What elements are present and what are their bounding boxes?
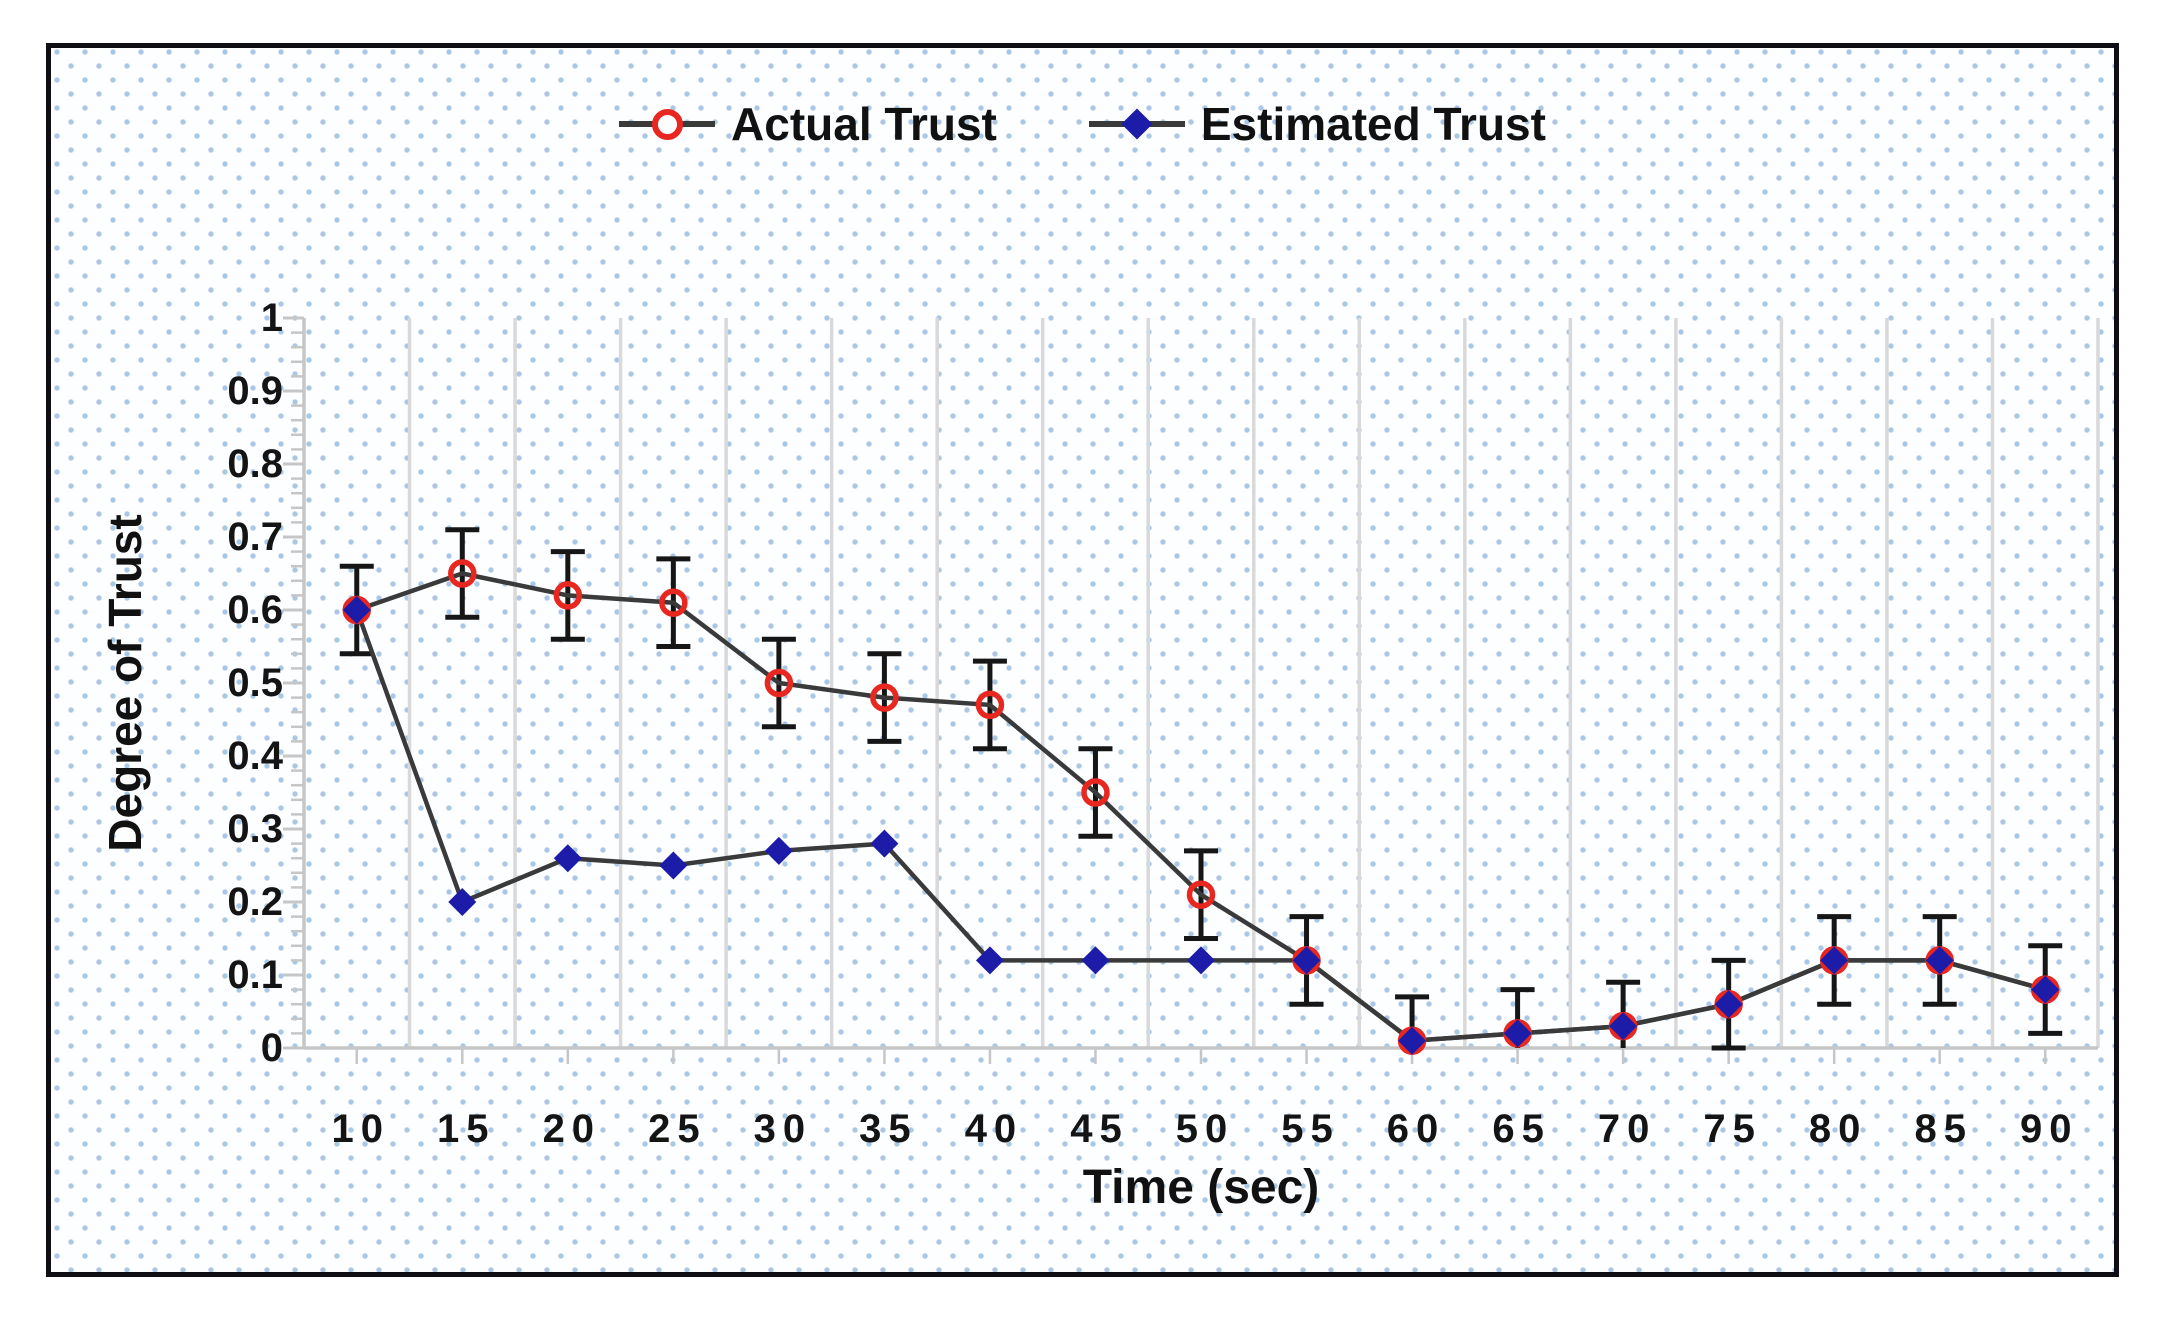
x-tick-label: 35 (859, 1107, 918, 1151)
estimated-trust-point (553, 844, 582, 873)
actual-trust-point (764, 668, 794, 698)
x-tick-label: 15 (437, 1107, 496, 1151)
x-tick-label: 55 (1281, 1107, 1340, 1151)
x-axis-title: Time (sec) (1082, 1161, 1320, 1214)
series-line-1 (354, 609, 2046, 1044)
y-tick-label: 0.9 (227, 369, 283, 413)
actual-trust-point (659, 588, 688, 617)
estimated-trust-point (1820, 946, 1849, 975)
y-tick-label: 1 (260, 296, 283, 340)
x-tick-label: 25 (648, 1107, 707, 1151)
y-tick-label: 0.4 (227, 734, 283, 778)
x-tick-label: 90 (2019, 1107, 2079, 1151)
x-tick-label: 45 (1070, 1107, 1129, 1151)
x-tick-label: 20 (542, 1107, 602, 1151)
y-tick-label: 0.1 (227, 953, 283, 997)
x-tick-label: 80 (1808, 1107, 1868, 1151)
estimated-trust-point (1292, 946, 1321, 975)
actual-trust-point (1081, 778, 1110, 807)
estimated-trust-point (342, 596, 371, 624)
estimated-trust-point (2031, 975, 2060, 1004)
chart-legend: Actual Trust Estimated Trust (51, 92, 2114, 156)
estimated-trust-marker-icon (1088, 103, 1185, 145)
legend-item-estimated-trust: Estimated Trust (1088, 97, 1546, 151)
x-tick-label: 85 (1914, 1107, 1973, 1151)
x-tick-label: 65 (1492, 1107, 1551, 1151)
x-tick-label: 50 (1175, 1107, 1235, 1151)
legend-label-actual-trust: Actual Trust (731, 98, 997, 150)
estimated-trust-point (1714, 990, 1743, 1019)
x-tick-label: 70 (1597, 1107, 1657, 1151)
estimated-trust-point (659, 851, 688, 880)
estimated-trust-point (1187, 946, 1215, 975)
estimated-trust-point (1081, 946, 1110, 975)
estimated-trust-point (975, 946, 1004, 975)
legend-label-estimated-trust: Estimated Trust (1200, 98, 1546, 150)
open-circle-icon (652, 109, 684, 140)
actual-trust-point (975, 690, 1005, 720)
estimated-trust-point (1925, 946, 1954, 975)
estimated-trust-point (870, 829, 899, 858)
y-tick-label: 0.7 (227, 515, 283, 559)
actual-trust-point (1186, 880, 1216, 909)
actual-trust-point (870, 683, 899, 712)
estimated-trust-point (764, 836, 793, 865)
x-tick-label: 75 (1703, 1107, 1762, 1151)
y-axis-title: Degree of Trust (99, 514, 151, 852)
estimated-trust-point (1609, 1012, 1638, 1041)
actual-trust-point (448, 559, 477, 588)
y-tick-label: 0.3 (227, 807, 283, 851)
x-tick-label: 60 (1386, 1107, 1446, 1151)
filled-diamond-icon (1121, 108, 1153, 140)
chart-frame: Actual Trust Estimated Trust 0 0.1 0.2 0.3 0… (46, 43, 2119, 1277)
y-tick-label: 0.6 (227, 588, 283, 632)
chart-plot-area (283, 316, 2100, 1064)
estimated-trust-point (448, 888, 477, 916)
legend-item-actual-trust: Actual Trust (619, 97, 997, 151)
x-tick-label: 10 (331, 1107, 390, 1151)
y-tick-label: 0.8 (227, 442, 283, 486)
estimated-trust-point (1398, 1026, 1427, 1055)
estimated-trust-point (1503, 1019, 1532, 1048)
y-tick-label: 0.5 (227, 661, 283, 705)
actual-trust-point (553, 581, 583, 610)
actual-trust-marker-icon (619, 103, 716, 145)
y-tick-label: 0.2 (227, 880, 283, 924)
y-tick-label: 0 (260, 1026, 283, 1070)
x-tick-label: 30 (753, 1107, 813, 1151)
x-tick-label: 40 (964, 1107, 1024, 1151)
